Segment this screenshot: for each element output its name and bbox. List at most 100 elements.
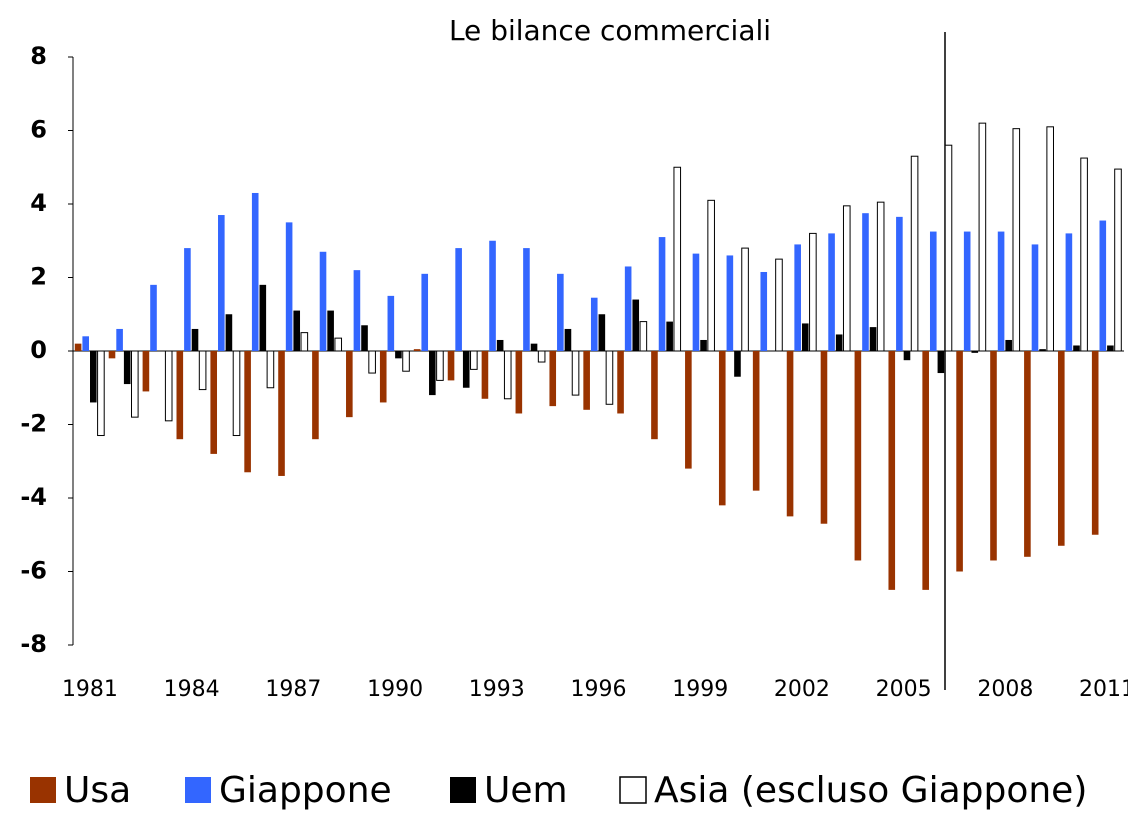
bar [903, 351, 911, 361]
bar [368, 350, 376, 374]
bar [1046, 126, 1054, 352]
bar [1107, 345, 1114, 351]
bar [726, 255, 734, 351]
bar [673, 166, 682, 352]
bar [794, 244, 801, 351]
y-tick-label: 0 [30, 336, 47, 364]
bar [244, 351, 251, 473]
bar [300, 332, 309, 352]
bar [232, 350, 241, 437]
bar [692, 253, 700, 351]
bar [1091, 351, 1099, 535]
bar [963, 231, 971, 351]
bar [990, 351, 997, 561]
legend-label: Usa [64, 770, 131, 811]
bar [1057, 351, 1065, 546]
x-tick-label: 1984 [164, 677, 220, 702]
bar [997, 231, 1005, 351]
y-tick-label: -2 [20, 410, 47, 438]
bar [786, 351, 794, 517]
bar [1005, 339, 1012, 351]
bar [775, 258, 783, 352]
bar [198, 350, 207, 391]
bar [455, 248, 462, 351]
bar [285, 222, 293, 351]
bar [564, 328, 572, 351]
bar [910, 155, 919, 352]
bar [523, 248, 530, 351]
bar [876, 201, 885, 352]
bar [164, 350, 173, 422]
bar [116, 328, 123, 351]
bar [583, 351, 590, 410]
x-tick-label: 1990 [367, 677, 423, 702]
bar [571, 350, 580, 396]
x-tick-label: 2008 [977, 677, 1033, 702]
bar [809, 232, 817, 352]
bar [700, 339, 707, 351]
bar [210, 351, 218, 454]
bar [150, 284, 157, 351]
legend-label: Asia (escluso Giappone) [654, 770, 1087, 811]
bar [530, 343, 538, 351]
bar [1024, 351, 1031, 557]
bar [835, 334, 843, 351]
legend-swatch [619, 776, 647, 804]
bar [462, 351, 470, 388]
bar [379, 351, 387, 403]
bar [752, 351, 760, 491]
bar [503, 350, 512, 400]
bar [481, 351, 489, 399]
bar [346, 351, 353, 418]
bar [515, 351, 523, 414]
bar [1039, 349, 1046, 351]
bar [361, 325, 368, 351]
bar [929, 231, 937, 351]
bar [218, 215, 225, 351]
bar [842, 205, 851, 352]
bar [334, 337, 343, 352]
bar [1012, 128, 1021, 352]
bar [944, 144, 953, 352]
bar [387, 295, 395, 351]
y-tick-label: -4 [20, 483, 47, 511]
bar [108, 351, 116, 359]
bar [327, 310, 334, 351]
bar [142, 351, 150, 392]
legend-swatch [450, 777, 476, 803]
x-tick-label: 1981 [62, 677, 118, 702]
bar [590, 297, 598, 351]
bar [176, 351, 184, 440]
bar [1099, 220, 1107, 351]
bar [447, 351, 455, 381]
bar [685, 351, 692, 469]
bar [741, 247, 749, 352]
legend-label: Giappone [219, 770, 392, 811]
bar [978, 122, 987, 352]
y-tick-label: -8 [20, 630, 47, 658]
bar [707, 199, 715, 352]
bar [549, 351, 557, 407]
y-tick-label: 4 [30, 189, 47, 217]
y-tick-label: 6 [30, 116, 47, 144]
bar [402, 350, 410, 372]
bar [828, 233, 835, 351]
bar [353, 270, 361, 351]
bar [888, 351, 896, 590]
bar [734, 351, 741, 377]
x-tick-label: 1996 [571, 677, 627, 702]
bar [470, 350, 478, 370]
bar [651, 351, 658, 440]
bar [123, 351, 131, 385]
bar [666, 321, 673, 351]
bar [598, 314, 606, 351]
bar [429, 351, 436, 396]
x-tick-label: 2002 [774, 677, 830, 702]
x-tick-label: 1999 [672, 677, 728, 702]
bar [1080, 157, 1088, 352]
bar [293, 310, 301, 351]
bar [259, 284, 267, 351]
bar [922, 351, 929, 590]
x-tick-label: 1987 [265, 677, 321, 702]
